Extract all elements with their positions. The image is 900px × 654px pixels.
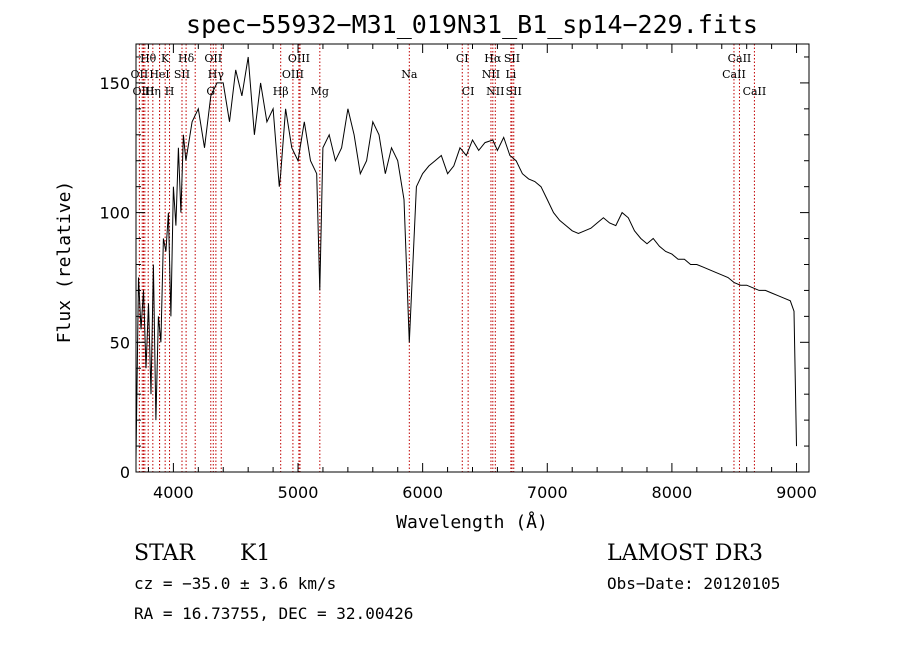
- spectral-line-label: CI: [456, 52, 469, 65]
- spectral-line-label: K: [161, 52, 170, 65]
- spectral-line-label: CaII: [722, 68, 746, 81]
- survey-name: LAMOST DR3: [607, 541, 763, 566]
- y-axis-label: Flux (relative): [54, 181, 75, 344]
- x-tick-label: 6000: [402, 483, 443, 502]
- spectral-line-label: OIII: [132, 85, 154, 98]
- redshift-readout: cz = −35.0 ± 3.6 km/s: [134, 574, 336, 593]
- spectral-line-label: G: [206, 85, 215, 98]
- coordinates-readout: RA = 16.73755, DEC = 32.00426: [134, 604, 413, 623]
- spectral-line-label: SII: [504, 52, 520, 65]
- spectral-line-label: CaII: [728, 52, 752, 65]
- spectrum-line: [135, 56, 797, 460]
- spectral-line-label: Hα: [484, 52, 502, 65]
- spectral-line-label: Li: [505, 68, 516, 81]
- y-tick-label: 0: [120, 463, 130, 482]
- y-axis-ticks: 0 50 100 150: [99, 56, 809, 482]
- spectral-line-label: OII: [204, 52, 222, 65]
- spectral-line-label: HeI: [149, 68, 169, 81]
- spectral-line-label: Hγ: [208, 68, 225, 81]
- spectral-line-label: NII: [486, 85, 504, 98]
- spectral-line-label: Na: [401, 68, 418, 81]
- spectral-line-label: SII: [506, 85, 522, 98]
- y-tick-label: 50: [110, 333, 130, 352]
- y-tick-label: 100: [99, 204, 130, 223]
- spectral-line-label: OIII: [288, 52, 310, 65]
- spectral-line-label: Mg: [311, 85, 329, 98]
- spectral-line-label: OII: [131, 68, 149, 81]
- spectral-line-label: SII: [174, 68, 190, 81]
- spectral-line-label: CI: [462, 85, 475, 98]
- x-tick-label: 9000: [776, 483, 817, 502]
- x-tick-label: 8000: [652, 483, 693, 502]
- spectral-line-label: Hβ: [273, 85, 289, 98]
- y-tick-label: 150: [99, 74, 130, 93]
- spectral-line-label: OIII: [282, 68, 304, 81]
- spectral-line-label: Hη: [145, 85, 161, 98]
- plot-frame: [135, 43, 810, 473]
- object-subclass: K1: [240, 541, 270, 566]
- object-class: STAR: [134, 541, 196, 566]
- spectral-line-label: Hδ: [178, 52, 195, 65]
- spectrum-series: [135, 56, 797, 460]
- x-axis-ticks: 4000 5000 6000 7000 8000 9000: [147, 44, 817, 502]
- spectral-line-label: NII: [482, 68, 500, 81]
- x-tick-label: 7000: [527, 483, 568, 502]
- x-tick-label: 5000: [278, 483, 319, 502]
- spectral-line-label: H: [165, 85, 175, 98]
- x-tick-label: 4000: [153, 483, 194, 502]
- observation-date: Obs−Date: 20120105: [607, 574, 780, 593]
- chart-title: spec−55932−M31_019N31_B1_sp14−229.fits: [186, 10, 758, 39]
- spectral-line-label: Hθ: [140, 52, 157, 65]
- spectral-line-label: CaII: [743, 85, 767, 98]
- x-axis-label: Wavelength (Å): [396, 511, 548, 533]
